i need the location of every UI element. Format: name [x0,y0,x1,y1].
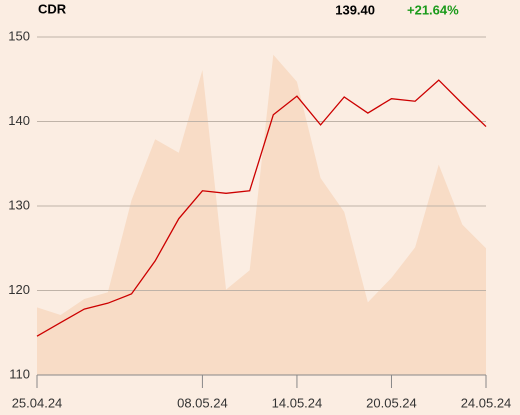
price-line [36,79,487,337]
x-tick-label: 08.05.24 [177,395,228,410]
chart-title: CDR [38,1,67,16]
last-price: 139.40 [335,2,375,17]
x-tick-label: 20.05.24 [366,395,417,410]
x-tick-label: 24.05.24 [461,395,512,410]
price-change: +21.64% [407,2,459,17]
y-tick-label: 140 [8,113,30,128]
volume-area [37,54,486,376]
x-tick-label: 25.04.24 [12,395,63,410]
y-tick-label: 130 [8,197,30,212]
y-tick-label: 150 [8,28,30,43]
y-tick-label: 110 [9,366,30,381]
x-tick-label: 14.05.24 [272,395,323,410]
y-tick-label: 120 [8,282,30,297]
